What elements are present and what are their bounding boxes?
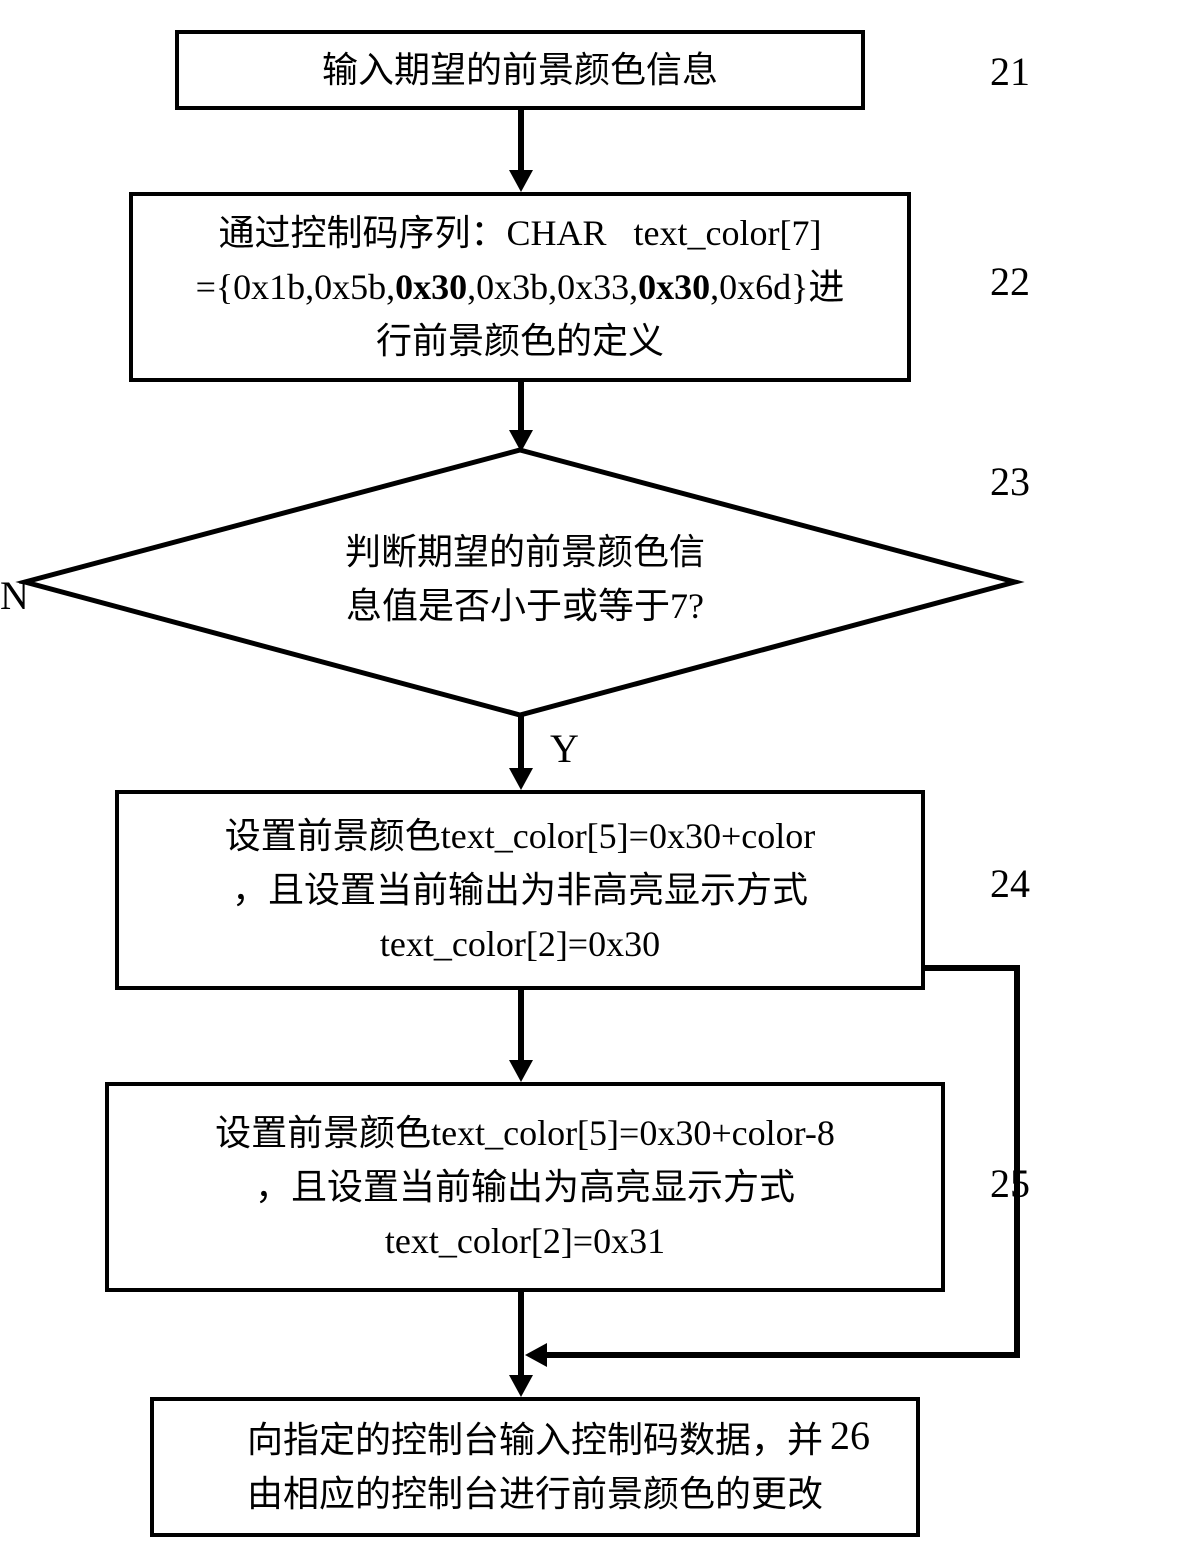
- step-label-24: 24: [990, 860, 1030, 907]
- process-node-25: 设置前景颜色text_color[5]=0x30+color-8 ，且设置当前输…: [105, 1082, 945, 1292]
- bypass-h1: [925, 965, 1020, 971]
- node-22-text: 通过控制码序列：CHAR text_color[7] ={0x1b,0x5b,0…: [196, 206, 845, 368]
- bypass-v: [1014, 965, 1020, 1357]
- bypass-arrowhead: [525, 1343, 547, 1367]
- branch-label-no: N: [0, 572, 29, 619]
- step-label-21: 21: [990, 48, 1030, 95]
- process-node-21: 输入期望的前景颜色信息: [175, 30, 865, 110]
- node-26-text: 向指定的控制台输入控制码数据，并 由相应的控制台进行前景颜色的更改: [247, 1413, 823, 1521]
- arrowhead-21-22: [509, 170, 533, 192]
- arrowhead-25-26: [509, 1375, 533, 1397]
- node-24-text: 设置前景颜色text_color[5]=0x30+color ，且设置当前输出为…: [225, 809, 816, 971]
- branch-label-yes: Y: [550, 725, 579, 772]
- step-label-23: 23: [990, 458, 1030, 505]
- arrowhead-23-24: [509, 768, 533, 790]
- step-label-25: 25: [990, 1160, 1030, 1207]
- arrow-25-26: [518, 1292, 524, 1377]
- process-node-26: 向指定的控制台输入控制码数据，并 由相应的控制台进行前景颜色的更改: [150, 1397, 920, 1537]
- process-node-22: 通过控制码序列：CHAR text_color[7] ={0x1b,0x5b,0…: [129, 192, 911, 382]
- bypass-h2: [543, 1352, 1020, 1358]
- flowchart-container: 输入期望的前景颜色信息 21 通过控制码序列：CHAR text_color[7…: [0, 0, 1204, 1551]
- step-label-26: 26: [830, 1412, 870, 1459]
- arrow-24-25: [518, 990, 524, 1062]
- node-25-text: 设置前景颜色text_color[5]=0x30+color-8 ，且设置当前输…: [215, 1106, 835, 1268]
- process-node-24: 设置前景颜色text_color[5]=0x30+color ，且设置当前输出为…: [115, 790, 925, 990]
- node-21-text: 输入期望的前景颜色信息: [322, 43, 718, 97]
- step-label-22: 22: [990, 258, 1030, 305]
- arrow-21-22: [518, 110, 524, 172]
- arrow-22-23: [518, 382, 524, 432]
- arrow-23-24: [518, 715, 524, 770]
- arrowhead-24-25: [509, 1060, 533, 1082]
- node-23-text: 判断期望的前景颜色信息值是否小于或等于7?: [300, 525, 750, 633]
